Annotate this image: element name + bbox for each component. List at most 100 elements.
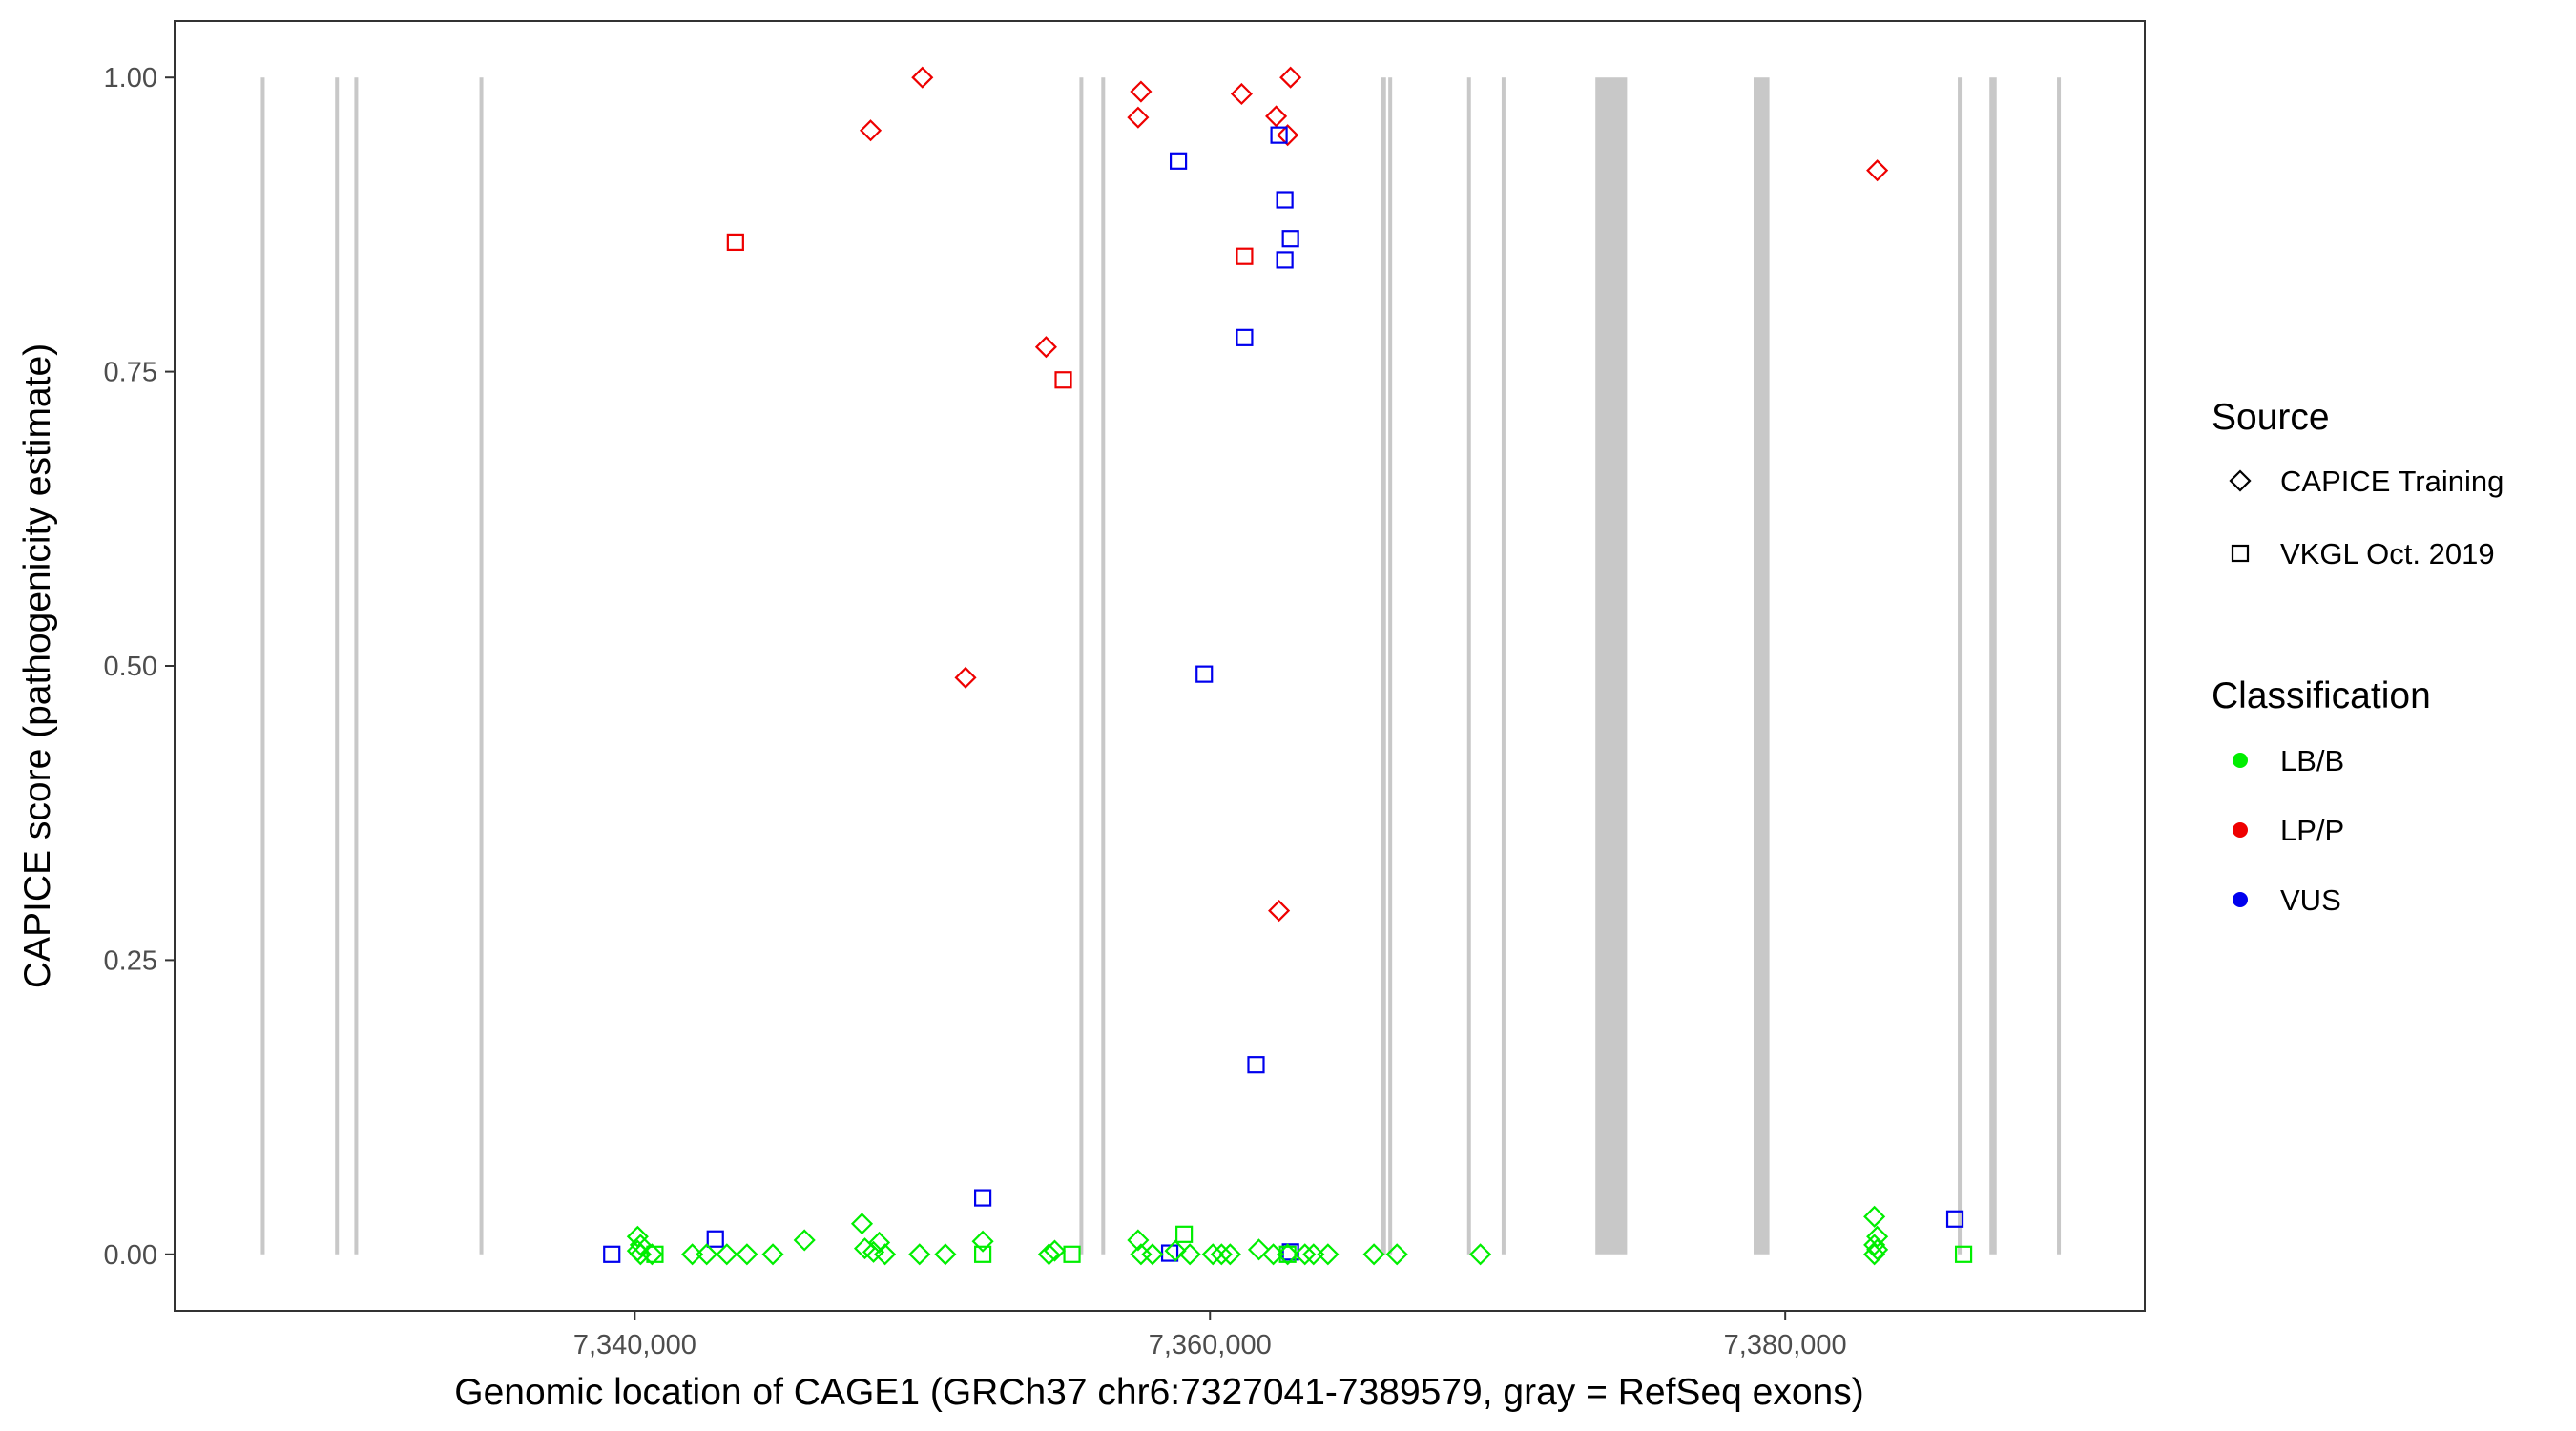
point-diamond-lbb — [1866, 1238, 1889, 1261]
point-square-lbb — [646, 1245, 664, 1263]
legend-classification-item-lpp: LP/P — [2280, 814, 2344, 847]
point-diamond-lpp — [1277, 124, 1299, 147]
point-diamond-lbb — [1201, 1243, 1224, 1266]
point-diamond-lpp — [1265, 105, 1288, 128]
exon-band — [1466, 77, 1471, 1255]
point-square-vus — [1276, 251, 1294, 269]
legend-lpp-dot-icon — [2233, 822, 2248, 838]
y-tick-label: 0.75 — [104, 358, 157, 388]
point-square-lbb — [1954, 1245, 1973, 1263]
y-axis: 0.00 0.25 0.50 0.75 1.00 — [104, 63, 175, 1271]
exon-band — [1989, 77, 1997, 1255]
point-square-vus — [1169, 152, 1188, 170]
exon-band — [1958, 77, 1963, 1255]
point-diamond-lbb — [793, 1229, 816, 1252]
point-diamond-lbb — [1866, 1225, 1889, 1248]
point-diamond-lbb — [1362, 1243, 1385, 1266]
point-diamond-lbb — [1127, 1229, 1150, 1252]
exon-band — [354, 77, 359, 1255]
point-diamond-lpp — [1130, 80, 1153, 103]
y-tick-label: 0.50 — [104, 652, 157, 682]
point-diamond-lpp — [911, 66, 934, 89]
legend-source-item-vkgl: VKGL Oct. 2019 — [2280, 537, 2495, 570]
point-diamond-lbb — [626, 1225, 649, 1248]
point-diamond-lbb — [934, 1243, 957, 1266]
point-diamond-lbb — [1277, 1243, 1299, 1266]
exon-band — [1381, 77, 1386, 1255]
point-diamond-lbb — [1294, 1243, 1317, 1266]
point-square-vus — [1281, 230, 1299, 248]
point-diamond-lpp — [1230, 82, 1253, 106]
point-diamond-lbb — [761, 1243, 784, 1266]
point-diamond-lpp — [954, 666, 977, 689]
legend-source-title: Source — [2212, 397, 2330, 438]
point-diamond-lbb — [1302, 1243, 1325, 1266]
x-tick-label: 7,380,000 — [1724, 1330, 1847, 1360]
point-square-vus — [603, 1245, 621, 1263]
legend-source-item-capice-training: CAPICE Training — [2280, 465, 2503, 498]
point-square-vus — [706, 1230, 724, 1248]
point-diamond-lbb — [629, 1234, 652, 1256]
point-diamond-lbb — [1141, 1243, 1164, 1266]
point-square-vus — [974, 1189, 992, 1207]
point-diamond-lpp — [1866, 159, 1889, 182]
point-square-vus — [1276, 191, 1294, 209]
point-diamond-lbb — [1043, 1239, 1067, 1262]
exon-band — [1079, 77, 1084, 1255]
point-square-vus — [1195, 665, 1214, 683]
legend-classification: Classification LB/B LP/P VUS — [2212, 675, 2431, 917]
point-square-vus — [1270, 126, 1288, 144]
exon-band — [260, 77, 265, 1255]
x-tick-label: 7,360,000 — [1149, 1330, 1272, 1360]
point-diamond-lbb — [696, 1243, 718, 1266]
point-diamond-lbb — [1469, 1243, 1492, 1266]
data-points — [603, 66, 1973, 1266]
point-diamond-lbb — [874, 1243, 897, 1266]
y-axis-title: CAPICE score (pathogenicity estimate) — [17, 343, 58, 988]
point-diamond-lbb — [868, 1231, 891, 1255]
point-diamond-lbb — [1247, 1238, 1271, 1261]
point-diamond-lpp — [1034, 336, 1057, 359]
legend-source: Source CAPICE Training VKGL Oct. 2019 — [2212, 397, 2503, 570]
x-tick-label: 7,340,000 — [573, 1330, 696, 1360]
exon-band — [1595, 77, 1628, 1255]
point-diamond-lbb — [971, 1230, 994, 1253]
point-square-vus — [1945, 1210, 1964, 1228]
legend-diamond-key-icon — [2229, 469, 2252, 492]
plot-panel-border — [174, 20, 2146, 1312]
point-square-lbb — [1278, 1245, 1297, 1263]
point-diamond-lbb — [1863, 1243, 1886, 1266]
point-diamond-lbb — [1385, 1243, 1408, 1266]
point-diamond-lpp — [1127, 106, 1150, 129]
point-diamond-lbb — [1178, 1243, 1201, 1266]
point-diamond-lbb — [640, 1243, 663, 1266]
exon-band — [2057, 77, 2062, 1255]
point-diamond-lbb — [1863, 1234, 1886, 1256]
point-diamond-lpp — [859, 119, 883, 142]
legend-classification-item-vus: VUS — [2280, 883, 2341, 917]
point-square-lbb — [974, 1245, 992, 1263]
legend-classification-item-lbb: LB/B — [2280, 744, 2344, 778]
legend-lbb-dot-icon — [2233, 753, 2248, 768]
point-diamond-lbb — [1037, 1243, 1060, 1266]
exon-band — [1388, 77, 1393, 1255]
point-diamond-lbb — [681, 1243, 704, 1266]
point-diamond-lbb — [908, 1243, 931, 1266]
point-diamond-lbb — [1317, 1243, 1340, 1266]
point-diamond-lpp — [1268, 900, 1291, 923]
point-square-lpp — [1236, 247, 1254, 265]
point-diamond-lbb — [1218, 1243, 1241, 1266]
exon-band — [1754, 77, 1770, 1255]
point-diamond-lbb — [1164, 1239, 1187, 1262]
x-axis: 7,340,000 7,360,000 7,380,000 — [573, 1311, 1847, 1360]
point-square-lbb — [1063, 1245, 1081, 1263]
exon-band — [1501, 77, 1506, 1255]
point-square-lbb — [1175, 1225, 1194, 1243]
exon-band — [335, 77, 340, 1255]
point-square-vus — [1236, 328, 1254, 346]
legend-vus-dot-icon — [2233, 892, 2248, 907]
point-diamond-lbb — [850, 1213, 874, 1235]
point-diamond-lbb — [1210, 1243, 1233, 1266]
exon-band — [479, 77, 484, 1255]
